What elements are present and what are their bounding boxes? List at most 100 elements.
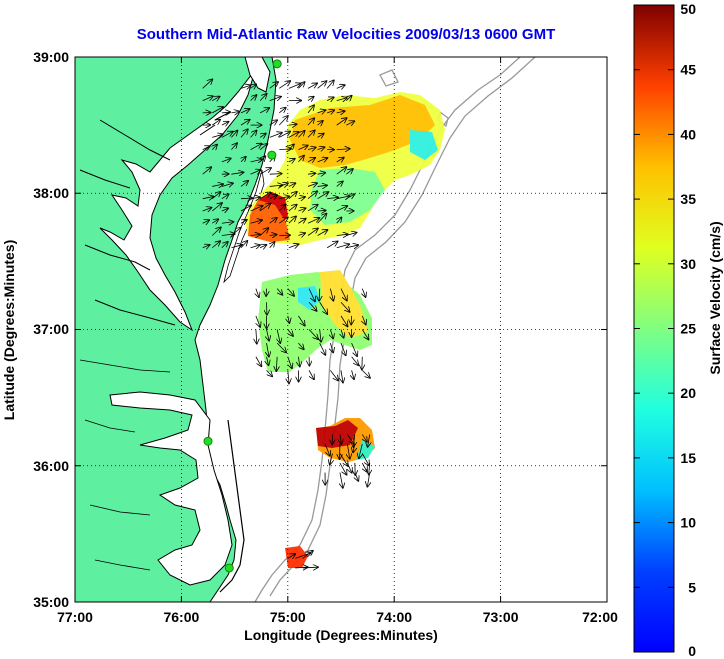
- velocity-arrow: [369, 462, 370, 474]
- velocity-arrow: [307, 191, 317, 200]
- velocity-arrow: [269, 218, 277, 224]
- velocity-arrow: [340, 342, 346, 355]
- velocity-arrow: [267, 343, 269, 356]
- velocity-arrow: [250, 197, 260, 198]
- velocity-arrow: [221, 208, 228, 211]
- velocity-arrow: [307, 173, 315, 174]
- velocity-arrow: [298, 342, 303, 349]
- velocity-arrow: [212, 145, 217, 150]
- velocity-arrow: [346, 121, 354, 125]
- velocity-arrow: [330, 288, 333, 301]
- velocity-arrow: [298, 233, 305, 235]
- velocity-arrow: [221, 222, 233, 223]
- x-tick-labels: 77:00 76:00 75:00 74:00 73:00 72:00: [57, 609, 618, 625]
- velocity-arrow: [259, 228, 268, 236]
- velocity-arrow: [250, 206, 263, 212]
- velocity-arrow: [336, 118, 347, 126]
- velocity-arrow: [255, 315, 260, 327]
- sound-shoreline: [79, 359, 171, 571]
- velocity-arrow: [308, 97, 314, 101]
- colorbar-tick-label: 10: [680, 515, 696, 531]
- velocity-arrow: [288, 84, 301, 89]
- velocity-arrow: [279, 81, 290, 89]
- colorbar-tick-label: 40: [680, 126, 696, 142]
- velocity-arrow: [327, 197, 338, 198]
- velocity-region-north-cyan: [410, 130, 438, 160]
- velocity-region-middle-cyan: [298, 286, 320, 310]
- velocity-arrow: [307, 83, 317, 89]
- velocity-arrow: [308, 288, 315, 302]
- velocity-arrow: [255, 356, 261, 366]
- velocity-arrow: [336, 244, 349, 248]
- radar-station-marker: [267, 150, 277, 160]
- delaware-bay: [244, 57, 271, 93]
- velocity-arrow: [288, 370, 289, 383]
- colorbar-gradient: [633, 4, 675, 653]
- velocity-arrow: [359, 443, 362, 458]
- velocity-arrow: [346, 169, 352, 174]
- velocity-arrow: [347, 462, 351, 473]
- velocity-arrow: [288, 205, 297, 212]
- velocity-arrow: [336, 149, 350, 150]
- velocity-arrow: [362, 288, 365, 297]
- velocity-arrow: [250, 144, 262, 151]
- velocity-arrow: [277, 329, 280, 343]
- velocity-arrow: [289, 144, 294, 149]
- velocity-arrow: [288, 132, 299, 138]
- velocity-arrow: [302, 551, 313, 559]
- velocity-arrow: [298, 208, 305, 211]
- velocity-arrow: [298, 219, 305, 224]
- velocity-arrow: [317, 230, 328, 236]
- velocity-arrow: [288, 356, 292, 368]
- velocity-arrow: [317, 185, 327, 186]
- velocity-arrow: [346, 96, 351, 101]
- velocity-arrow: [279, 204, 285, 212]
- velocity-arrow: [279, 108, 285, 113]
- velocity-arrow: [279, 196, 289, 198]
- velocity-arrow: [231, 245, 242, 248]
- velocity-arrow: [302, 567, 318, 568]
- velocity-arrow: [327, 110, 334, 113]
- velocity-arrow: [298, 315, 304, 326]
- velocity-arrow: [202, 245, 210, 248]
- velocity-arrow: [279, 217, 287, 224]
- velocity-arrow: [317, 110, 326, 113]
- velocity-arrow: [295, 567, 307, 568]
- velocity-arrow: [267, 329, 270, 341]
- velocity-arrow: [298, 131, 304, 138]
- velocity-arrow: [326, 80, 334, 89]
- map-title: Southern Mid-Atlantic Raw Velocities 200…: [137, 26, 555, 43]
- velocity-arrow: [346, 194, 354, 198]
- colorbar-tick-label: 5: [688, 579, 696, 595]
- velocity-arrow: [221, 183, 233, 186]
- y-tick-label: 38:00: [33, 185, 69, 201]
- colorbar-label: Surface Velocity (cm/s): [707, 221, 723, 374]
- velocity-arrow: [346, 233, 356, 236]
- velocity-arrow: [202, 208, 212, 211]
- velocity-arrow: [308, 301, 316, 311]
- velocity-arrow: [317, 214, 327, 224]
- velocity-arrow: [240, 85, 250, 88]
- velocity-arrow: [340, 288, 347, 301]
- velocity-arrow: [307, 130, 315, 138]
- velocity-arrow: [307, 118, 314, 126]
- velocity-arrow: [259, 94, 266, 101]
- velocity-arrow: [259, 144, 267, 150]
- velocity-arrow: [276, 342, 286, 352]
- velocity-arrow: [319, 302, 328, 314]
- velocity-arrow: [288, 216, 296, 224]
- velocity-arrow: [340, 301, 350, 312]
- y-tick-label: 35:00: [33, 594, 69, 610]
- velocity-arrow: [212, 203, 222, 212]
- velocity-arrow: [336, 158, 344, 162]
- velocity-arrow: [202, 96, 213, 100]
- velocity-arrow: [326, 241, 337, 249]
- velocity-arrow: [336, 111, 345, 113]
- x-tick-label: 76:00: [163, 609, 199, 625]
- velocity-arrow: [240, 241, 247, 249]
- velocity-arrow: [221, 122, 229, 125]
- velocity-arrow: [241, 157, 246, 162]
- velocity-arrow: [298, 197, 304, 199]
- velocity-arrow: [336, 196, 350, 199]
- velocity-arrow: [336, 181, 343, 186]
